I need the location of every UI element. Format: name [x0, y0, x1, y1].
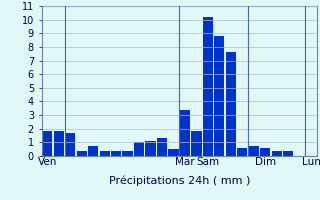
Bar [54, 131, 64, 156]
X-axis label: Précipitations 24h ( mm ): Précipitations 24h ( mm ) [108, 175, 250, 186]
Bar [145, 141, 156, 156]
Bar [180, 110, 190, 156]
Bar [237, 148, 247, 156]
Bar [226, 52, 236, 156]
Bar [283, 151, 293, 156]
Text: Ven: Ven [38, 157, 57, 167]
Text: Lun: Lun [302, 157, 320, 167]
Bar [168, 149, 179, 156]
Bar [249, 146, 259, 156]
Bar [134, 142, 144, 156]
Bar [111, 151, 121, 156]
Bar [203, 17, 213, 156]
Text: Mar: Mar [175, 157, 195, 167]
Bar [123, 151, 133, 156]
Bar [42, 131, 52, 156]
Bar [271, 151, 282, 156]
Bar [76, 151, 87, 156]
Text: Sam: Sam [196, 157, 220, 167]
Bar [157, 138, 167, 156]
Bar [88, 146, 98, 156]
Bar [214, 36, 225, 156]
Bar [65, 133, 76, 156]
Bar [260, 148, 270, 156]
Text: Dim: Dim [255, 157, 276, 167]
Bar [100, 151, 110, 156]
Bar [191, 131, 202, 156]
